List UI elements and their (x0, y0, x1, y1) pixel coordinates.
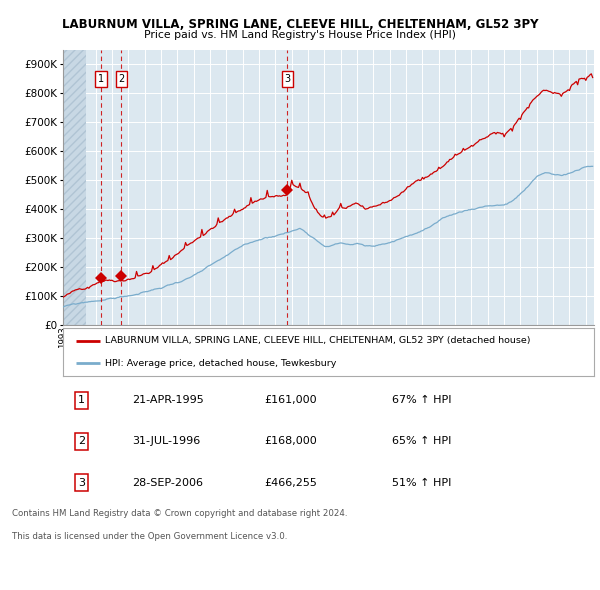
Text: Price paid vs. HM Land Registry's House Price Index (HPI): Price paid vs. HM Land Registry's House … (144, 30, 456, 40)
Text: 2: 2 (78, 437, 85, 447)
Text: 3: 3 (284, 74, 290, 84)
Text: £168,000: £168,000 (265, 437, 317, 447)
Text: HPI: Average price, detached house, Tewkesbury: HPI: Average price, detached house, Tewk… (106, 359, 337, 368)
Text: 51% ↑ HPI: 51% ↑ HPI (392, 478, 452, 488)
Text: 28-SEP-2006: 28-SEP-2006 (132, 478, 203, 488)
Bar (63, 50, 86, 325)
Text: LABURNUM VILLA, SPRING LANE, CLEEVE HILL, CHELTENHAM, GL52 3PY: LABURNUM VILLA, SPRING LANE, CLEEVE HILL… (62, 18, 538, 31)
Text: 1: 1 (98, 74, 104, 84)
Text: 3: 3 (78, 478, 85, 488)
Text: 2: 2 (118, 74, 125, 84)
Text: 67% ↑ HPI: 67% ↑ HPI (392, 395, 452, 405)
Text: LABURNUM VILLA, SPRING LANE, CLEEVE HILL, CHELTENHAM, GL52 3PY (detached house): LABURNUM VILLA, SPRING LANE, CLEEVE HILL… (106, 336, 531, 346)
Text: 21-APR-1995: 21-APR-1995 (132, 395, 204, 405)
Text: Contains HM Land Registry data © Crown copyright and database right 2024.: Contains HM Land Registry data © Crown c… (12, 509, 347, 518)
Text: £466,255: £466,255 (265, 478, 317, 488)
Text: £161,000: £161,000 (265, 395, 317, 405)
Text: 65% ↑ HPI: 65% ↑ HPI (392, 437, 452, 447)
Text: 31-JUL-1996: 31-JUL-1996 (132, 437, 200, 447)
Text: 1: 1 (78, 395, 85, 405)
Text: This data is licensed under the Open Government Licence v3.0.: This data is licensed under the Open Gov… (12, 532, 287, 541)
